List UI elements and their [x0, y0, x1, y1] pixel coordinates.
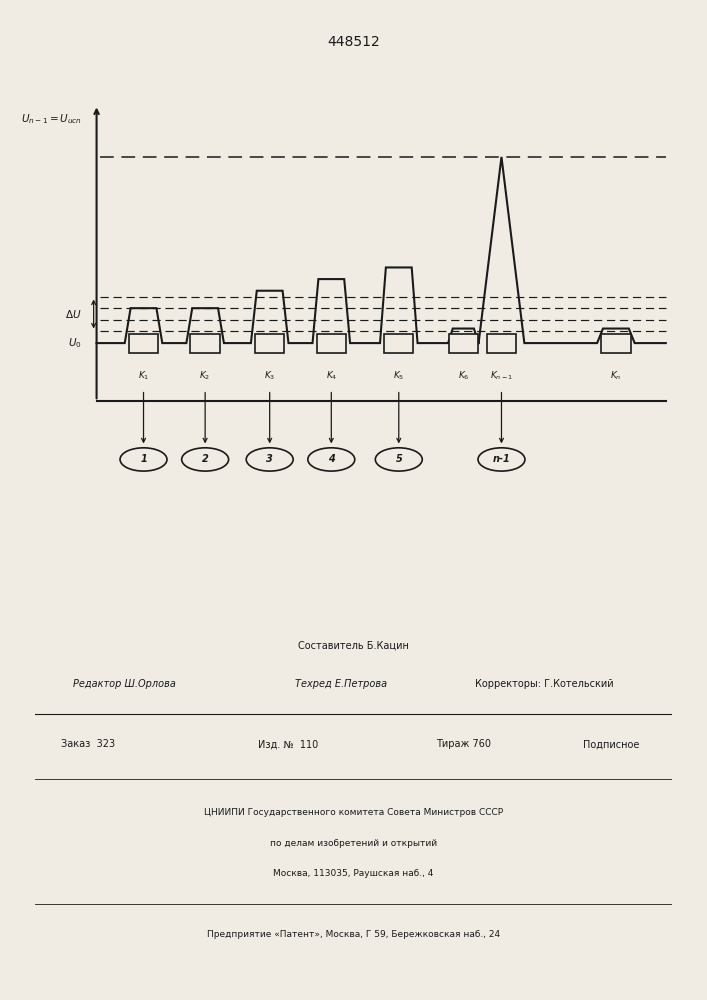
Text: Редактор Ш.Орлова: Редактор Ш.Орлова	[73, 679, 176, 689]
Text: $K_3$: $K_3$	[264, 370, 276, 382]
Text: Техред Е.Петрова: Техред Е.Петрова	[295, 679, 387, 689]
Text: Тираж 760: Тираж 760	[436, 739, 491, 749]
Text: 4: 4	[328, 454, 334, 464]
Bar	[317, 334, 346, 353]
Text: 3: 3	[267, 454, 273, 464]
Text: $K_6$: $K_6$	[457, 370, 469, 382]
Text: 448512: 448512	[327, 35, 380, 49]
Bar	[449, 334, 478, 353]
Text: 5: 5	[395, 454, 402, 464]
Text: Москва, 113035, Раушская наб., 4: Москва, 113035, Раушская наб., 4	[274, 869, 433, 878]
Text: ЦНИИПИ Государственного комитета Совета Министров СССР: ЦНИИПИ Государственного комитета Совета …	[204, 808, 503, 817]
Text: n-1: n-1	[493, 454, 510, 464]
Text: Составитель Б.Кацин: Составитель Б.Кацин	[298, 641, 409, 651]
Text: $K_5$: $K_5$	[393, 370, 404, 382]
Text: Предприятие «Патент», Москва, Г 59, Бережковская наб., 24: Предприятие «Патент», Москва, Г 59, Бере…	[207, 930, 500, 939]
Bar	[190, 334, 220, 353]
Text: $U_0$: $U_0$	[68, 336, 82, 350]
Text: $K_1$: $K_1$	[138, 370, 149, 382]
Text: $K_4$: $K_4$	[325, 370, 337, 382]
Text: $K_{n-1}$: $K_{n-1}$	[490, 370, 513, 382]
Text: 2: 2	[201, 454, 209, 464]
Bar	[255, 334, 284, 353]
Bar	[129, 334, 158, 353]
Text: Корректоры: Г.Котельский: Корректоры: Г.Котельский	[475, 679, 614, 689]
Text: по делам изобретений и открытий: по делам изобретений и открытий	[270, 839, 437, 848]
Text: $K_n$: $K_n$	[610, 370, 621, 382]
Bar	[487, 334, 516, 353]
Text: Заказ  323: Заказ 323	[61, 739, 115, 749]
Text: Подписное: Подписное	[583, 739, 639, 749]
Text: $K_2$: $K_2$	[199, 370, 211, 382]
Text: $\Delta U$: $\Delta U$	[66, 308, 82, 320]
Text: $U_{n-1}=U_{ucn}$: $U_{n-1}=U_{ucn}$	[21, 112, 82, 126]
Text: 1: 1	[140, 454, 147, 464]
Bar	[384, 334, 414, 353]
Bar	[601, 334, 631, 353]
Text: Изд. №  110: Изд. № 110	[258, 739, 318, 749]
